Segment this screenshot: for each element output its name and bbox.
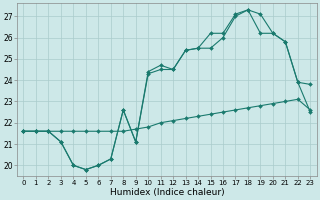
- X-axis label: Humidex (Indice chaleur): Humidex (Indice chaleur): [109, 188, 224, 197]
